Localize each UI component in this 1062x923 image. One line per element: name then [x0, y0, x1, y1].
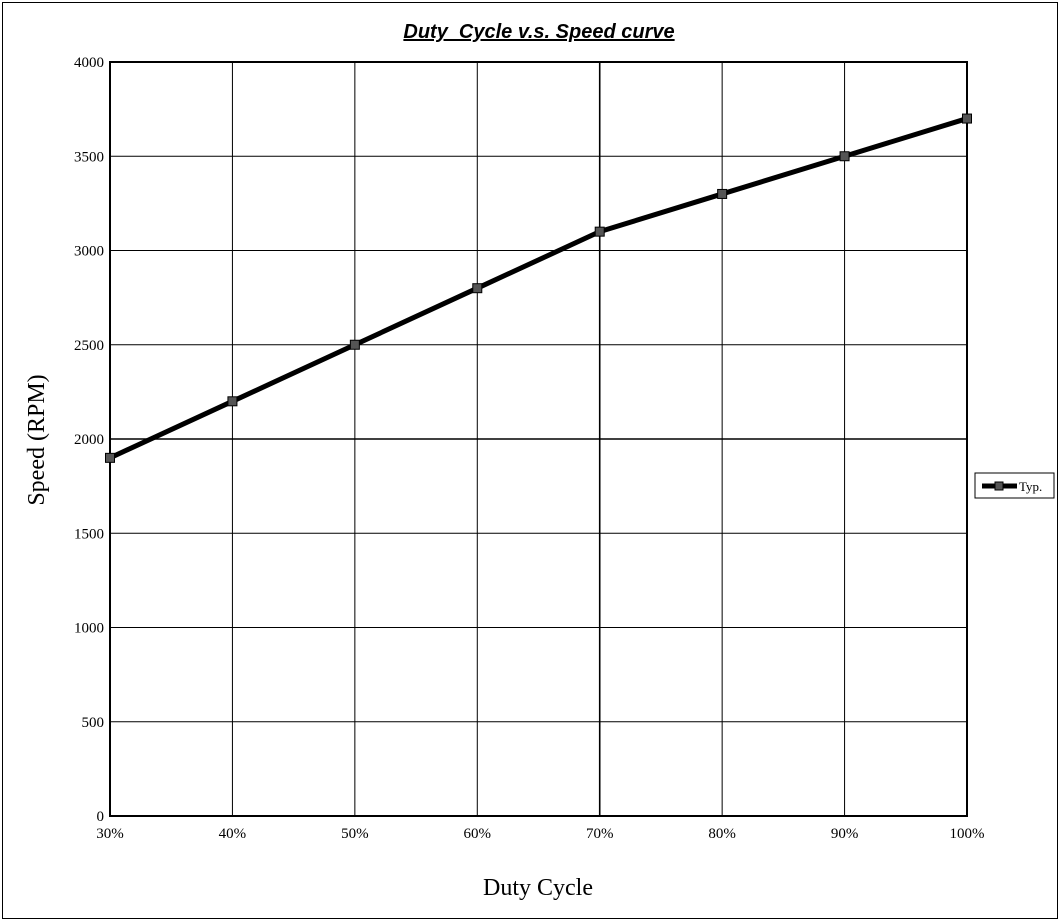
data-point [227, 396, 238, 407]
x-tick-label: 40% [219, 826, 247, 842]
y-tick-label: 0 [97, 809, 105, 825]
x-tick-label: 80% [708, 826, 736, 842]
y-tick-label: 1000 [74, 621, 104, 637]
y-tick-label: 2500 [74, 338, 104, 354]
chart-title: Duty Cycle v.s. Speed curve [403, 21, 674, 43]
data-point [472, 283, 483, 294]
x-tick-label: 50% [341, 826, 369, 842]
legend-marker [994, 481, 1004, 491]
x-tick-labels: 30% 40% 50% 60% 70% 80% 90% 100% [96, 826, 984, 842]
data-point [594, 226, 605, 237]
legend: Typ. [974, 472, 1055, 499]
plot-area [109, 61, 968, 817]
data-point [839, 151, 850, 162]
data-point [717, 188, 728, 199]
legend-label-typ: Typ. [1019, 479, 1042, 494]
y-tick-label: 4000 [74, 55, 104, 71]
grid-lines [109, 61, 968, 817]
y-tick-label: 3500 [74, 149, 104, 165]
y-tick-labels: 0 500 1000 1500 2000 2500 3000 3500 4000 [74, 55, 104, 825]
x-tick-label: 90% [831, 826, 859, 842]
series-typ [105, 113, 972, 463]
y-tick-label: 2000 [74, 432, 104, 448]
x-tick-label: 60% [464, 826, 492, 842]
y-tick-label: 500 [82, 715, 105, 731]
x-tick-label: 70% [586, 826, 614, 842]
x-tick-label: 30% [96, 826, 124, 842]
y-tick-label: 3000 [74, 244, 104, 260]
series-line [108, 116, 968, 461]
data-point [962, 113, 972, 124]
data-point [105, 452, 115, 463]
y-tick-label: 1500 [74, 526, 104, 542]
x-tick-label: 100% [950, 826, 985, 842]
x-axis-title: Duty Cycle [483, 875, 593, 901]
y-axis-title: Speed (RPM) [24, 374, 50, 505]
data-point [349, 339, 360, 350]
